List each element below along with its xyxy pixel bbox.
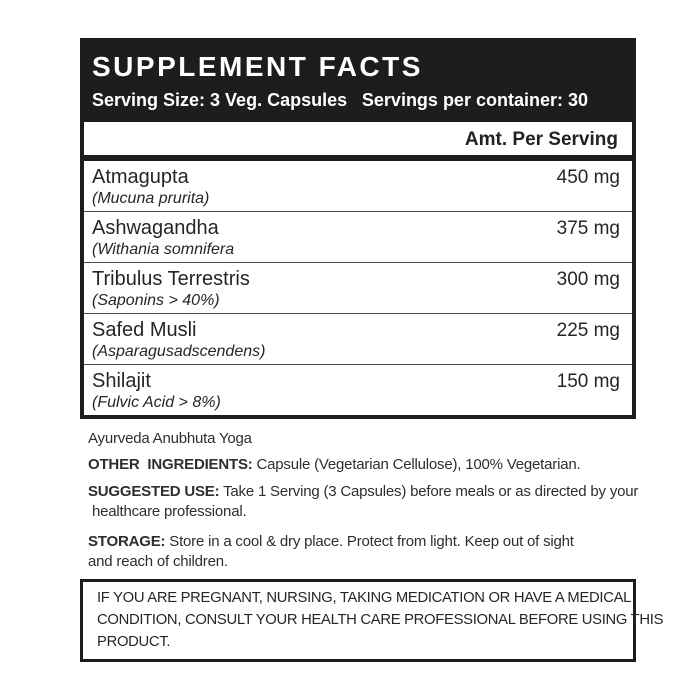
- ingredient-amount: 225 mg: [556, 320, 620, 341]
- header-rule: [84, 155, 632, 161]
- ingredient-name: Shilajit: [92, 370, 151, 392]
- suggested-use-label: SUGGESTED USE:: [88, 483, 220, 500]
- other-ingredients: OTHER INGREDIENTS: Capsule (Vegetarian C…: [88, 455, 636, 475]
- warning-line-2: CONDITION, CONSULT YOUR HEALTH CARE PROF…: [97, 612, 664, 628]
- label-title: SUPPLEMENT FACTS: [92, 51, 423, 82]
- ingredient-detail: (Fulvic Acid > 8%): [92, 394, 221, 411]
- ingredient-name: Safed Musli: [92, 319, 197, 341]
- table-row: Atmagupta 450 mg (Mucuna prurita): [84, 161, 632, 212]
- ingredient-name: Ashwagandha: [92, 217, 219, 239]
- table-row: Safed Musli 225 mg (Asparagusadscendens): [84, 314, 632, 365]
- warning-line-3: PRODUCT.: [97, 634, 171, 650]
- other-ingredients-text: Capsule (Vegetarian Cellulose), 100% Veg…: [252, 456, 581, 473]
- ingredient-amount: 375 mg: [556, 218, 620, 239]
- suggested-use: SUGGESTED USE: Take 1 Serving (3 Capsule…: [88, 482, 639, 522]
- ingredient-name: Tribulus Terrestris: [92, 268, 250, 290]
- other-ingredients-label: OTHER INGREDIENTS:: [88, 456, 253, 473]
- servings-per-container-text: Servings per container: 30: [361, 90, 588, 110]
- label-header: SUPPLEMENT FACTS Serving Size: 3 Veg. Ca…: [80, 38, 636, 122]
- ingredient-detail: (Saponins > 40%): [92, 292, 220, 309]
- label-notes: Ayurveda Anubhuta Yoga OTHER INGREDIENTS…: [88, 429, 639, 572]
- table-row: Tribulus Terrestris 300 mg (Saponins > 4…: [84, 263, 632, 314]
- storage-label: STORAGE:: [88, 533, 166, 550]
- table-row: Ashwagandha 375 mg (Withania somnifera: [84, 212, 632, 263]
- table-row: Shilajit 150 mg (Fulvic Acid > 8%): [84, 365, 632, 415]
- serving-info-row: Serving Size: 3 Veg. Capsules Servings p…: [92, 90, 636, 111]
- ingredient-detail: (Withania somnifera: [92, 241, 235, 258]
- storage-line-2: and reach of children.: [88, 553, 228, 570]
- facts-table: Amt. Per Serving Atmagupta 450 mg (Mucun…: [80, 122, 636, 419]
- ingredient-detail: (Mucuna prurita): [92, 190, 210, 207]
- ingredient-amount: 300 mg: [556, 269, 620, 290]
- ingredient-amount: 150 mg: [556, 371, 620, 392]
- pregnancy-warning-box: IF YOU ARE PREGNANT, NURSING, TAKING MED…: [80, 579, 663, 662]
- warning-line-1: IF YOU ARE PREGNANT, NURSING, TAKING MED…: [97, 590, 632, 606]
- suggested-use-line-2: healthcare professional.: [88, 503, 247, 520]
- supplement-facts-label: SUPPLEMENT FACTS Serving Size: 3 Veg. Ca…: [80, 38, 663, 662]
- ingredient-amount: 450 mg: [556, 167, 620, 188]
- storage: STORAGE: Store in a cool & dry place. Pr…: [88, 532, 636, 572]
- ingredient-detail: (Asparagusadscendens): [92, 343, 266, 360]
- storage-line-1: Store in a cool & dry place. Protect fro…: [165, 533, 574, 550]
- amount-column-header: Amt. Per Serving: [464, 129, 618, 150]
- ingredient-name: Atmagupta: [92, 166, 189, 188]
- suggested-use-line-1: Take 1 Serving (3 Capsules) before meals…: [219, 483, 639, 500]
- yoga-line: Ayurveda Anubhuta Yoga: [88, 430, 252, 447]
- serving-size-text: Serving Size: 3 Veg. Capsules: [92, 90, 348, 110]
